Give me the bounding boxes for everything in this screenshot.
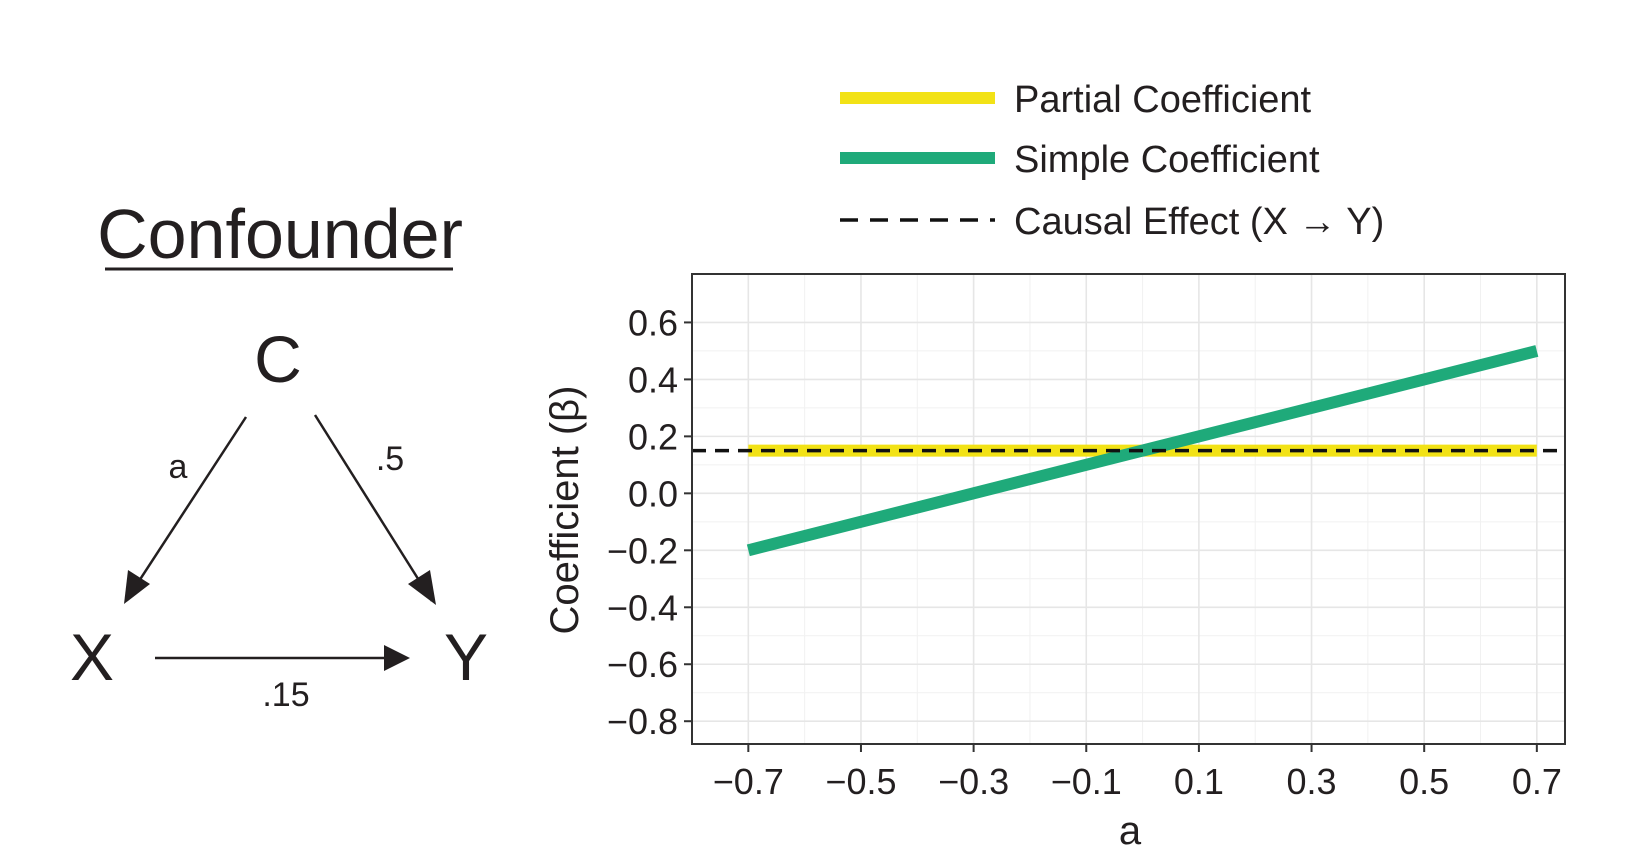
edge-label-a: a — [169, 448, 188, 486]
node-x: X — [70, 620, 114, 694]
y-tick-label: −0.4 — [607, 587, 678, 628]
diagram-title: Confounder — [97, 195, 463, 273]
y-tick-label: −0.8 — [607, 701, 678, 742]
grid — [692, 274, 1565, 744]
chart: −0.7 −0.5 −0.3 −0.1 0.1 0.3 0.5 0.7 0.60.40.20.… — [543, 273, 1566, 853]
legend-label-causal: Causal Effect (X → Y) — [1014, 201, 1384, 243]
edge-c-to-x — [124, 416, 248, 602]
y-tick-label: −0.6 — [607, 644, 678, 685]
arrowhead-x-to-y — [384, 645, 410, 671]
y-tick-label: 0.0 — [628, 473, 678, 514]
legend-label-partial: Partial Coefficient — [1014, 79, 1312, 121]
arrowhead-c-to-y — [408, 570, 436, 605]
y-tick-label: 0.4 — [628, 359, 678, 400]
x-axis-title: a — [1119, 809, 1142, 853]
x-tick-label: −0.1 — [1051, 761, 1122, 802]
y-axis: 0.6 0.4 0.2 0.0 −0.2 −0.4 −0.6 −0.8 — [607, 302, 692, 742]
plot-border — [691, 273, 1566, 745]
edge-label-c-to-y: .5 — [376, 440, 404, 478]
chart-legend: Partial Coefficient Simple Coefficient C… — [840, 79, 1384, 243]
y-tick-label: 0.2 — [628, 416, 678, 457]
legend-label-simple: Simple Coefficient — [1014, 139, 1320, 181]
x-tick-label: −0.3 — [938, 761, 1009, 802]
y-axis-title: Coefficient (β) — [543, 385, 587, 634]
node-y: Y — [444, 620, 488, 694]
x-tick-label: 0.3 — [1287, 761, 1337, 802]
x-tick-label: 0.5 — [1399, 761, 1449, 802]
y-tick-label: −0.2 — [607, 530, 678, 571]
edge-label-x-to-y: .15 — [262, 676, 309, 714]
x-tick-label: −0.7 — [713, 761, 784, 802]
y-tick-label: 0.6 — [628, 302, 678, 343]
series-layer — [692, 345, 1565, 557]
x-tick-label: 0.7 — [1512, 761, 1562, 802]
arrowhead-c-to-x — [124, 570, 150, 604]
x-tick-label: 0.1 — [1174, 761, 1224, 802]
x-axis: −0.7 −0.5 −0.3 −0.1 0.1 0.3 0.5 0.7 — [713, 744, 1562, 802]
confounder-diagram: Confounder C X Y a .5 .15 — [70, 195, 488, 714]
edge-c-to-y — [313, 414, 434, 602]
plot-area — [692, 274, 1565, 744]
node-c: C — [254, 322, 302, 396]
x-tick-label: −0.5 — [825, 761, 896, 802]
